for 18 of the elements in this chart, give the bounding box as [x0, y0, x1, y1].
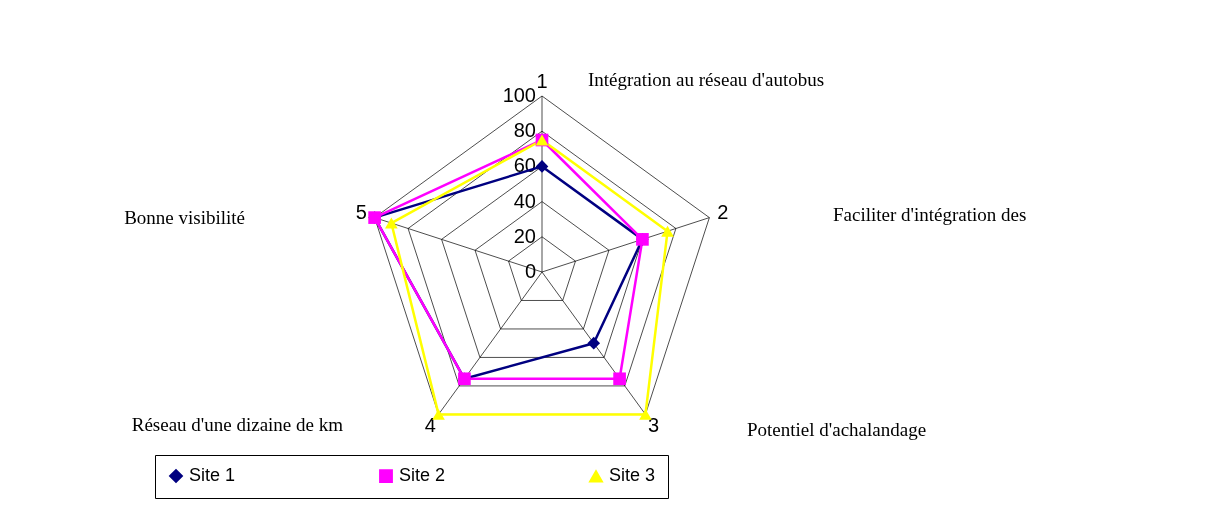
text: Réseau d'une dizaine de km [131, 414, 344, 435]
spoke-label: 3 [648, 413, 660, 436]
text: Faciliter d'intégration des [833, 204, 1027, 225]
y-tick-label: 80 [513, 119, 536, 142]
y-tick-label: 0 [524, 260, 536, 282]
legend-label: Site 1 [189, 465, 236, 486]
legend-label: Site 2 [399, 465, 446, 486]
spoke-label: 5 [355, 201, 367, 224]
text: Bonne visibilité [124, 207, 245, 228]
text: Intégration au réseau d'autobus [588, 69, 825, 90]
y-tick-label: 100 [502, 84, 536, 106]
y-tick-label: 20 [513, 224, 536, 247]
legend-label: Site 3 [609, 465, 656, 486]
spoke-label: 1 [536, 70, 548, 92]
spoke-label: 2 [717, 201, 729, 224]
text: Potentiel d'achalandage [747, 419, 927, 440]
y-tick-label: 40 [513, 189, 536, 212]
spoke-label: 4 [424, 413, 436, 436]
